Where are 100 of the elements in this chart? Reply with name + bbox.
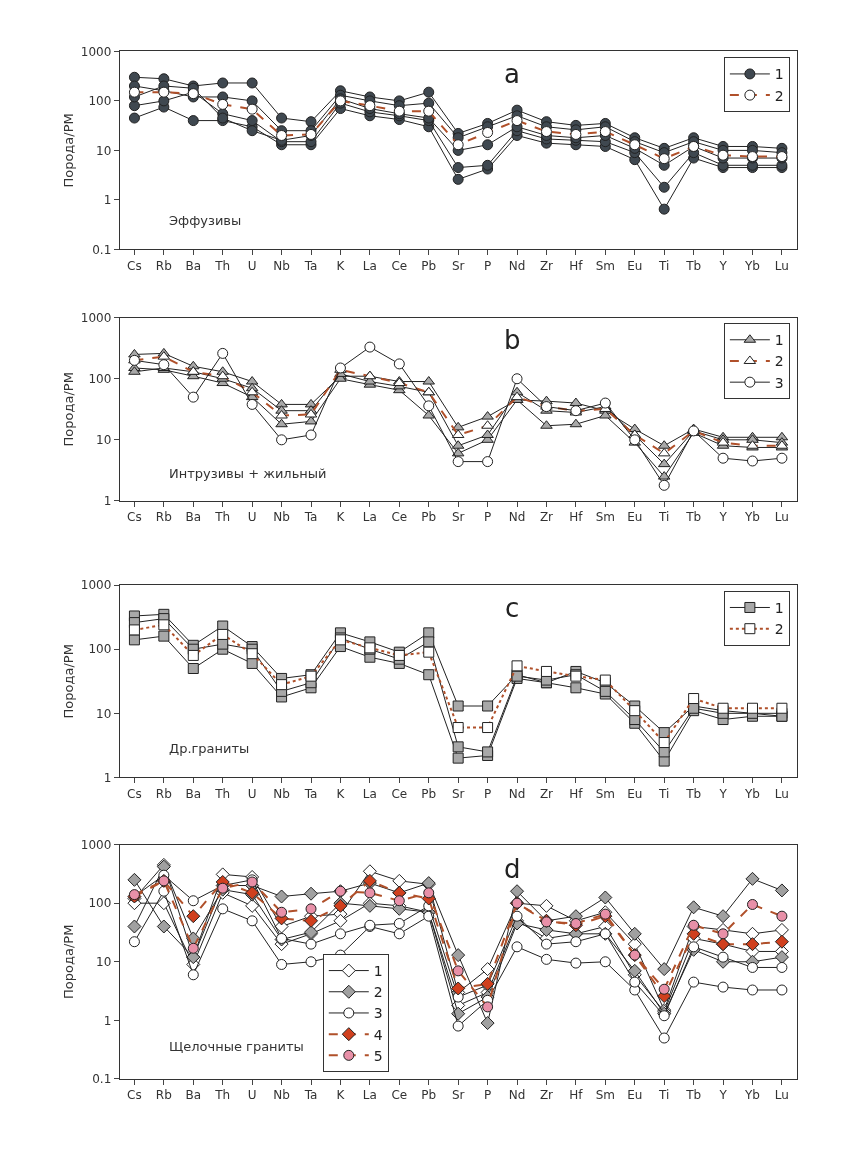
legend-label: 2	[774, 353, 784, 370]
x-tick-label: Rb	[155, 1088, 172, 1103]
legend-label: 4	[373, 1026, 383, 1043]
legend-label: 3	[373, 1005, 383, 1022]
x-tick-label: Nd	[508, 1088, 526, 1103]
y-tick-label: 100	[88, 371, 112, 386]
y-axis-title: Порода/PM	[60, 372, 76, 447]
x-tick-label: Sr	[451, 510, 465, 525]
y-tick-label: 1	[103, 193, 112, 208]
legend-label: 1	[774, 332, 784, 349]
x-tick-label: Nb	[273, 510, 290, 525]
x-tick-label: Sr	[451, 786, 465, 801]
x-tick-label: Tb	[685, 258, 702, 273]
x-tick-label: Ti	[658, 510, 670, 525]
legend-label: 1	[774, 599, 784, 616]
x-tick-label: Th	[214, 510, 231, 525]
x-tick-label: Cs	[127, 786, 142, 801]
x-tick-label: K	[336, 786, 346, 801]
x-tick-label: Ti	[658, 786, 670, 801]
y-tick-label: 1000	[80, 310, 112, 325]
x-tick-label: Yb	[744, 510, 760, 525]
y-axis-title: Порода/PM	[60, 113, 76, 188]
legend-label: 2	[373, 984, 383, 1001]
x-tick-label: Sr	[451, 1088, 465, 1103]
chart-title: c	[505, 593, 520, 623]
annotation: Интрузивы + жильный	[169, 466, 327, 481]
x-tick-label: U	[247, 258, 257, 273]
x-tick-label: Nb	[273, 1088, 290, 1103]
x-tick-label: Nd	[508, 786, 526, 801]
x-tick-label: Ba	[185, 258, 202, 273]
y-tick-label: 10	[96, 143, 112, 158]
x-tick-label: Rb	[155, 258, 172, 273]
y-tick-label: 100	[88, 642, 112, 657]
x-tick-label: Nb	[273, 258, 290, 273]
y-tick-label: 100	[88, 896, 112, 911]
x-tick-label: Ta	[303, 258, 318, 273]
x-tick-label: Zr	[539, 1088, 554, 1103]
x-tick-label: Ti	[658, 258, 670, 273]
x-tick-label: La	[362, 786, 377, 801]
y-axis-title: Порода/PM	[60, 644, 76, 719]
x-tick-label: Pb	[421, 510, 437, 525]
x-tick-label: Th	[214, 258, 231, 273]
x-tick-label: Yb	[744, 786, 760, 801]
x-tick-label: U	[247, 510, 257, 525]
x-tick-label: Cs	[127, 510, 142, 525]
legend-label: 1	[774, 66, 784, 83]
x-tick-label: Pb	[421, 1088, 437, 1103]
legend-label: 3	[774, 374, 784, 391]
y-tick-label: 0.1	[92, 242, 112, 257]
x-tick-label: La	[362, 1088, 377, 1103]
x-tick-label: Y	[718, 258, 728, 273]
chart-title: b	[504, 325, 521, 355]
x-tick-label: P	[483, 1088, 492, 1103]
x-tick-label: Sm	[595, 258, 615, 273]
y-tick-label: 1	[103, 1013, 112, 1028]
x-tick-label: Y	[718, 786, 728, 801]
x-tick-label: Y	[718, 510, 728, 525]
y-tick-label: 10	[96, 433, 112, 448]
x-tick-label: Yb	[744, 258, 760, 273]
x-tick-label: Zr	[539, 258, 554, 273]
x-tick-label: K	[336, 1088, 346, 1103]
x-tick-label: Nb	[273, 786, 290, 801]
y-tick-label: 0.1	[92, 1072, 112, 1087]
y-tick-label: 1000	[80, 578, 112, 593]
legend-label: 2	[774, 87, 784, 104]
x-tick-label: Hf	[569, 510, 584, 525]
x-tick-label: Yb	[744, 1088, 760, 1103]
x-tick-label: Ta	[303, 1088, 318, 1103]
x-tick-label: Tb	[685, 1088, 702, 1103]
x-tick-label: Ti	[658, 1088, 670, 1103]
x-tick-label: Lu	[774, 510, 789, 525]
y-tick-label: 1000	[80, 44, 112, 59]
x-tick-label: Th	[214, 786, 231, 801]
x-tick-label: Hf	[569, 786, 584, 801]
x-tick-label: Ba	[185, 1088, 202, 1103]
x-tick-label: Sm	[595, 510, 615, 525]
y-tick-label: 1	[103, 770, 112, 785]
y-axis-title: Порода/PM	[60, 924, 76, 999]
x-tick-label: Hf	[569, 258, 584, 273]
x-tick-label: K	[336, 258, 346, 273]
chart-title: a	[504, 59, 520, 89]
x-tick-label: Ce	[391, 510, 408, 525]
y-tick-label: 10	[96, 706, 112, 721]
x-tick-label: Ba	[185, 510, 202, 525]
x-tick-label: Y	[718, 1088, 728, 1103]
x-tick-label: Sm	[595, 786, 615, 801]
x-tick-label: Th	[214, 1088, 231, 1103]
legend-label: 5	[373, 1047, 383, 1064]
annotation: Др.граниты	[169, 741, 250, 756]
annotation: Эффузивы	[169, 213, 242, 228]
x-tick-label: Eu	[627, 786, 643, 801]
x-tick-label: Ce	[391, 786, 408, 801]
x-tick-label: Nd	[508, 510, 526, 525]
chart-title: d	[504, 854, 521, 884]
x-tick-label: Ta	[303, 510, 318, 525]
legend-label: 1	[373, 963, 383, 980]
x-tick-label: Tb	[685, 786, 702, 801]
x-tick-label: P	[483, 258, 492, 273]
x-tick-label: Lu	[774, 1088, 789, 1103]
legend-label: 2	[774, 621, 784, 638]
